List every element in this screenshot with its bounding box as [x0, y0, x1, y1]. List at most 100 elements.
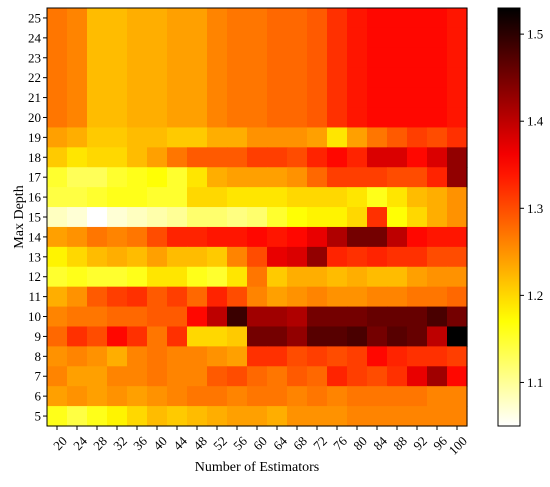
- heatmap-cell: [287, 246, 308, 268]
- heatmap-cell: [407, 147, 428, 168]
- heatmap-cell: [387, 366, 408, 387]
- heatmap-cell: [167, 147, 188, 168]
- heatmap-cell: [287, 67, 308, 89]
- y-axis-ticks: 5 6 7 8 9 10 11 12 13 14 15 16 17 18 19 20 21 22 23 24 25: [28, 10, 47, 424]
- heatmap-cell: [147, 326, 168, 347]
- colorbar-tick-label: 1.2: [527, 288, 543, 303]
- heatmap-cell: [407, 107, 428, 129]
- heatmap-cell: [47, 8, 68, 29]
- heatmap-cell: [127, 226, 148, 248]
- x-tick-label: 48: [190, 433, 210, 453]
- heatmap-cell: [187, 87, 208, 109]
- heatmap-cell: [367, 127, 388, 148]
- heatmap-cell: [167, 67, 188, 89]
- heatmap-cell: [387, 67, 408, 89]
- heatmap-cell: [247, 366, 268, 387]
- y-tick-label: 21: [28, 90, 41, 105]
- heatmap-cell: [167, 306, 188, 328]
- heatmap-cell: [187, 326, 208, 347]
- heatmap-cell: [327, 47, 348, 69]
- heatmap-cell: [387, 8, 408, 29]
- heatmap-cell: [47, 406, 68, 427]
- heatmap-cell: [367, 47, 388, 69]
- heatmap-cell: [87, 8, 108, 29]
- heatmap-cell: [247, 47, 268, 69]
- heatmap-cell: [347, 346, 368, 367]
- heatmap-cell: [67, 246, 88, 268]
- heatmap-cell: [127, 386, 148, 407]
- heatmap-cell: [227, 87, 248, 109]
- heatmap-cell: [447, 127, 468, 148]
- heatmap-cell: [287, 326, 308, 347]
- heatmap-cell: [207, 286, 228, 308]
- y-tick-label: 18: [28, 150, 41, 165]
- heatmap-cell: [407, 266, 428, 288]
- colorbar-tick-label: 1.4: [527, 114, 544, 129]
- heatmap-cell: [387, 246, 408, 268]
- heatmap-cell: [247, 147, 268, 168]
- heatmap-cell: [407, 47, 428, 69]
- x-tick-label: 20: [50, 433, 70, 453]
- x-tick-label: 100: [446, 433, 470, 457]
- heatmap-cell: [447, 207, 468, 228]
- heatmap-cell: [367, 207, 388, 228]
- heatmap-cell: [387, 87, 408, 109]
- heatmap-cell: [107, 266, 128, 288]
- x-tick-label: 60: [250, 433, 270, 453]
- heatmap-cell: [407, 246, 428, 268]
- heatmap-cell: [247, 286, 268, 308]
- heatmap-cell: [327, 147, 348, 168]
- heatmap-cell: [427, 406, 448, 427]
- heatmap-cell: [47, 147, 68, 168]
- heatmap-cell: [447, 187, 468, 208]
- heatmap-cell: [147, 386, 168, 407]
- x-tick-label: 32: [110, 433, 130, 453]
- heatmap-cell: [107, 246, 128, 268]
- heatmap-cell: [87, 286, 108, 308]
- y-tick-label: 10: [28, 309, 41, 324]
- heatmap-cell: [427, 47, 448, 69]
- heatmap-cell: [347, 67, 368, 89]
- heatmap-cell: [47, 246, 68, 268]
- x-tick-label: 84: [370, 433, 390, 453]
- heatmap-cell: [267, 366, 288, 387]
- heatmap-cell: [307, 67, 328, 89]
- heatmap-cell: [307, 366, 328, 387]
- heatmap-cell: [227, 266, 248, 288]
- heatmap-cell: [407, 27, 428, 49]
- heatmap-cell: [127, 87, 148, 109]
- heatmap-cell: [267, 187, 288, 208]
- x-tick-label: 72: [310, 433, 330, 453]
- heatmap-cell: [167, 127, 188, 148]
- heatmap-cell: [87, 246, 108, 268]
- heatmap-cell: [307, 286, 328, 308]
- heatmap-cell: [447, 167, 468, 188]
- heatmap-cell: [447, 87, 468, 109]
- heatmap-cell: [87, 406, 108, 427]
- heatmap-cell: [347, 226, 368, 248]
- heatmap-cell: [267, 47, 288, 69]
- y-tick-label: 16: [28, 190, 42, 205]
- heatmap-cell: [387, 346, 408, 367]
- heatmap-cell: [367, 286, 388, 308]
- y-tick-label: 13: [28, 249, 41, 264]
- heatmap-cell: [307, 226, 328, 248]
- y-tick-label: 11: [28, 289, 41, 304]
- heatmap-cell: [107, 107, 128, 129]
- heatmap-cell: [187, 8, 208, 29]
- heatmap-cell: [147, 107, 168, 129]
- heatmap-cell: [227, 207, 248, 228]
- heatmap-cell: [327, 87, 348, 109]
- heatmap-cell: [447, 8, 468, 29]
- x-tick-label: 80: [350, 433, 370, 453]
- heatmap-cell: [327, 67, 348, 89]
- heatmap-cell: [187, 366, 208, 387]
- heatmap-cell: [147, 246, 168, 268]
- heatmap-cell: [327, 386, 348, 407]
- heatmap-cell: [107, 47, 128, 69]
- heatmap-cell: [147, 187, 168, 208]
- heatmap-cell: [207, 346, 228, 367]
- heatmap-cell: [367, 167, 388, 188]
- heatmap-cell: [227, 67, 248, 89]
- heatmap-cell: [87, 107, 108, 129]
